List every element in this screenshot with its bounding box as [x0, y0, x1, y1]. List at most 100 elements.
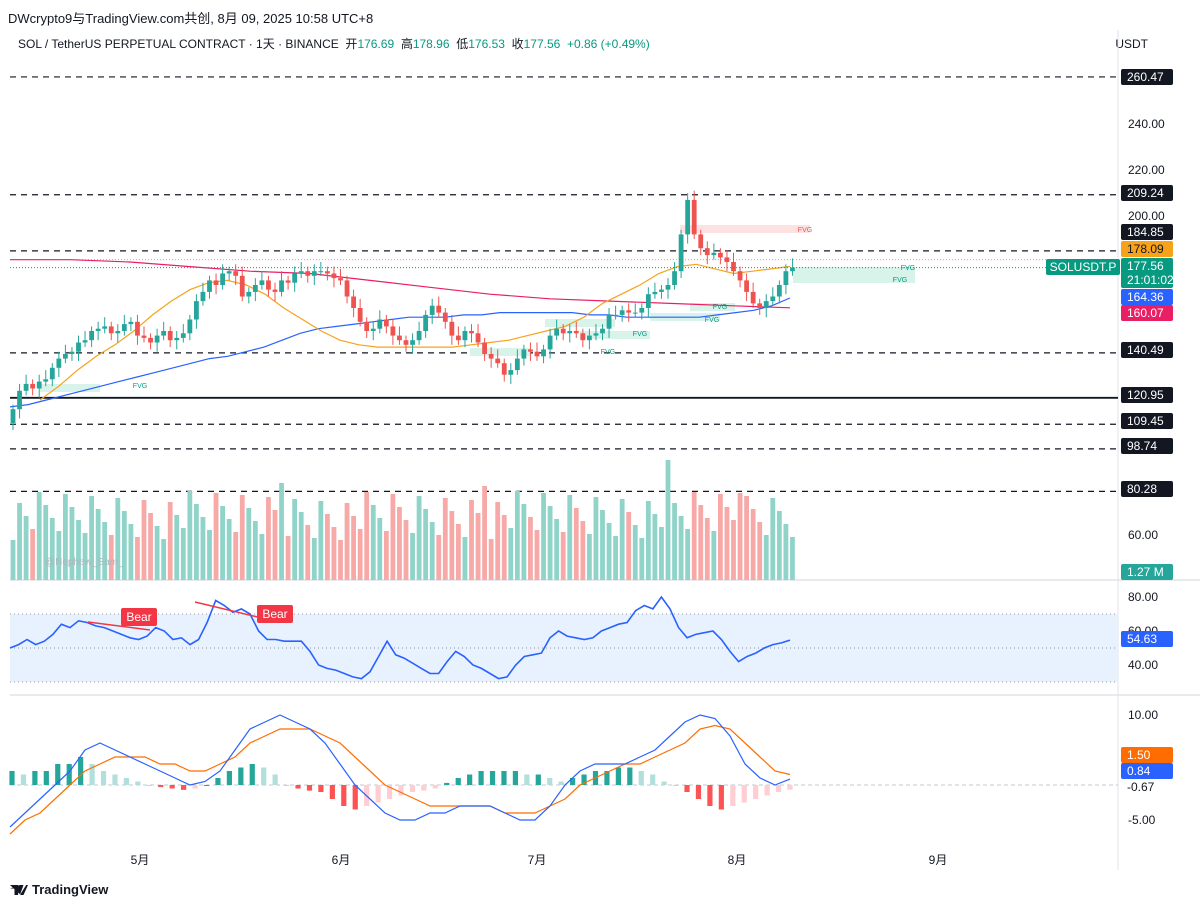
fvg-zone — [545, 319, 615, 327]
volume-bar — [534, 530, 540, 580]
macd-histogram-bar — [718, 785, 724, 810]
candle — [475, 333, 481, 343]
candle — [154, 335, 160, 343]
macd-histogram-bar — [32, 771, 38, 785]
low-label: 低 — [456, 37, 469, 51]
macd-value-bg — [1121, 779, 1173, 795]
volume-bar — [573, 508, 579, 580]
volume-bar — [23, 516, 29, 580]
macd-histogram-bar — [478, 771, 484, 785]
volume-bar — [331, 527, 337, 580]
candle — [403, 340, 409, 345]
ma-mid-line — [9, 297, 791, 408]
volume-bar — [645, 501, 651, 580]
candle — [141, 335, 147, 338]
macd-histogram-bar — [650, 774, 656, 785]
candle — [652, 291, 658, 295]
volume-bar — [252, 521, 258, 580]
candle — [338, 278, 343, 281]
macd-histogram-bar — [341, 785, 347, 806]
volume-bar — [456, 524, 461, 580]
macd-histogram-bar — [89, 764, 95, 785]
low-value: 176.53 — [468, 37, 505, 51]
volume-bar — [220, 506, 225, 580]
volume-bar — [639, 538, 645, 580]
volume-bar — [43, 505, 49, 580]
volume-bar — [76, 520, 81, 580]
fvg-zone — [793, 275, 915, 283]
candle — [10, 409, 16, 423]
candle — [763, 301, 769, 308]
volume-bar — [311, 538, 317, 580]
price-label: 160.07 — [1127, 306, 1164, 320]
candle — [521, 349, 527, 359]
macd-histogram-bar — [78, 757, 84, 785]
volume-bar — [279, 483, 284, 580]
volume-bar — [783, 524, 789, 580]
volume-bar — [95, 509, 101, 580]
candle — [23, 383, 29, 391]
candle — [547, 335, 553, 350]
candle — [128, 321, 134, 325]
volume-bar — [325, 514, 330, 580]
volume-bar — [174, 515, 180, 580]
candle — [711, 252, 717, 256]
macd-histogram-bar — [158, 785, 164, 788]
macd-histogram-bar — [524, 774, 530, 785]
fvg-label: FVG — [633, 331, 647, 338]
candle — [744, 280, 749, 292]
fvg-label: FVG — [901, 265, 915, 272]
macd-histogram-bar — [283, 785, 290, 786]
macd-histogram-bar — [753, 785, 759, 799]
price-label: 21:01:02 — [1127, 273, 1174, 287]
candle — [423, 314, 429, 331]
candle — [534, 351, 540, 357]
x-tick-label: 8月 — [728, 853, 747, 867]
volume-bar — [554, 519, 560, 580]
macd-histogram-bar — [203, 785, 210, 786]
candle — [580, 333, 586, 341]
volume-bar — [528, 517, 533, 580]
y-tick-label: 60.00 — [1128, 528, 1158, 542]
macd-histogram-bar — [661, 781, 667, 785]
fvg-zone — [40, 384, 100, 392]
candle — [410, 340, 415, 345]
volume-bar — [757, 522, 763, 580]
volume-bar — [750, 509, 756, 580]
volume-bar — [587, 534, 592, 580]
volume-bar — [338, 540, 343, 580]
volume-bar — [429, 522, 435, 580]
volume-bar — [691, 492, 697, 580]
fvg-label: FVG — [705, 317, 719, 324]
open-value: 176.69 — [357, 37, 395, 51]
volume-bar — [167, 502, 173, 580]
candle — [174, 337, 180, 341]
macd-histogram-bar — [695, 785, 702, 799]
candle — [469, 331, 474, 334]
macd-histogram-bar — [386, 785, 393, 799]
volume-bar — [672, 503, 677, 580]
volume-bar — [449, 511, 455, 580]
fvg-label: FVG — [601, 349, 615, 356]
macd-histogram-bar — [20, 774, 27, 785]
volume-bar — [121, 511, 127, 580]
volume-bar — [10, 540, 16, 580]
candle — [69, 351, 75, 354]
volume-bar — [580, 521, 586, 580]
volume-bar — [600, 510, 605, 580]
price-label-bg — [1121, 387, 1173, 403]
macd-histogram-bar — [295, 785, 301, 789]
candle — [685, 199, 691, 235]
volume-bar — [770, 498, 776, 580]
currency-label: USDT — [1115, 37, 1148, 51]
price-label-bg — [1121, 69, 1173, 85]
volume-bar — [724, 507, 730, 580]
candle — [279, 280, 284, 292]
divergence-badge — [121, 608, 157, 626]
volume-bar — [567, 495, 573, 580]
rsi-tick-label: 40.00 — [1128, 658, 1158, 672]
macd-value-bg — [1121, 747, 1173, 763]
volume-bar — [593, 497, 599, 580]
change-value: +0.86 (+0.49%) — [566, 37, 650, 51]
